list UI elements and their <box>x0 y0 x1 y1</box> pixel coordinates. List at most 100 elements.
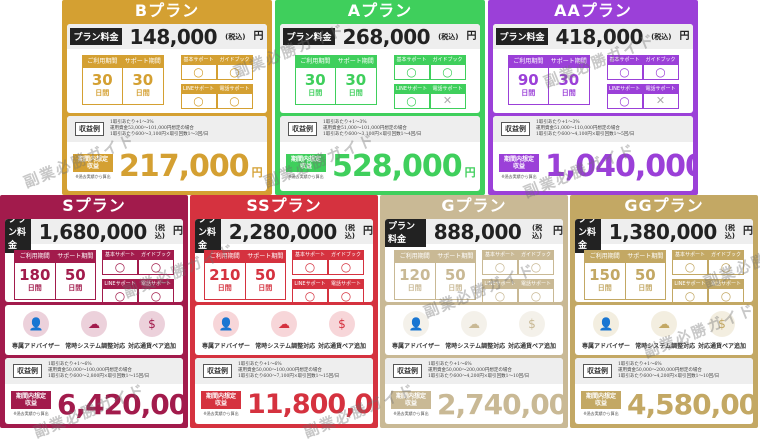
tax-label: (税込) <box>225 32 246 41</box>
plan-card[interactable]: Aプラン プラン料金 268,000 (税込) 円ご利用期間 30 日間 サポート期間 30 日間… <box>275 0 485 195</box>
plan-price: 418,000 <box>555 24 644 49</box>
period-value: 30 <box>91 71 113 89</box>
service-grid: 基本サポート ○ ガイドブック ○ LINEサポート ○ 電話サポート ○ <box>672 250 744 302</box>
period-value: 50 <box>254 266 276 284</box>
plan-card[interactable]: AAプラン プラン料金 418,000 (税込) 円ご利用期間 90 日間 サポート期間 30 日… <box>488 0 698 195</box>
period-column: ご利用期間 90 日間 <box>508 56 549 104</box>
features-row: 👤 専属アドバイザー ☁ 常時システム調整対応 $ 対応通貨ペア追加 <box>5 305 183 355</box>
unavailable-mark: ✕ <box>442 94 453 107</box>
period-table: ご利用期間 150 日間 サポート期間 50 日間 <box>584 250 666 300</box>
plan-price: 268,000 <box>342 24 431 49</box>
revenue-value: 2,740,000 <box>437 387 563 421</box>
service-label: ガイドブック <box>329 251 363 260</box>
period-unit: 日間 <box>95 89 110 97</box>
plan-title: SSプラン <box>246 196 322 215</box>
revenue-value: 1,040,000 <box>545 149 693 184</box>
period-service-row: ご利用期間 150 日間 サポート期間 50 日間 基本サポート ○ ガイドブック ○ LINEサポ… <box>575 244 753 302</box>
available-mark: ○ <box>619 94 630 108</box>
service-label: 基本サポート <box>607 56 642 65</box>
features-panel: 👤 専属アドバイザー ☁ 常時システム調整対応 $ 対応通貨ペア追加 <box>5 305 183 355</box>
plan-card[interactable]: GGプラン プラン料金 1,380,000 (税込) 円ご利用期間 150 日間 サポート期間… <box>570 195 758 428</box>
plan-price: 2,280,000 <box>228 219 338 244</box>
feature-label: 対応通貨ペア追加 <box>507 343 556 350</box>
available-mark: ○ <box>720 260 732 274</box>
period-column: サポート期間 50 日間 <box>245 251 285 299</box>
price-yen: 円 <box>253 30 264 42</box>
period-header: サポート期間 <box>55 251 95 263</box>
available-mark: ○ <box>684 289 696 302</box>
feature-item: ☁ 常時システム調整対応 <box>445 311 505 350</box>
example-label: 収益例 <box>75 122 104 136</box>
plan-card[interactable]: SSプラン プラン料金 2,280,000 (税込) 円ご利用期間 210 日間 サポート期間… <box>190 195 378 428</box>
service-label: ガイドブック <box>709 251 743 260</box>
available-mark: ○ <box>193 65 204 79</box>
tax-label: (税込) <box>344 223 355 240</box>
example-label: 収益例 <box>501 122 530 136</box>
period-service-row: ご利用期間 210 日間 サポート期間 50 日間 基本サポート ○ ガイドブック ○ LINEサポ… <box>195 244 373 302</box>
service-cell: ガイドブック ○ <box>518 250 554 275</box>
service-label: LINEサポート <box>293 280 327 289</box>
service-cell: 基本サポート ○ <box>393 55 430 80</box>
example-notes: 1取引あたり+1～6% 運用資金50,000～200,000円想定の場合 1取引あた… <box>618 362 719 380</box>
plan-details-panel: プラン料金 2,280,000 (税込) 円ご利用期間 210 日間 サポート期間 50 日間基… <box>195 219 373 302</box>
feature-item: ☁ 常時システム調整対応 <box>635 311 696 350</box>
price-yen: 円 <box>553 225 563 237</box>
period-unit: 日間 <box>68 284 83 292</box>
plan-title: AAプラン <box>554 1 632 20</box>
feature-item: ☁ 常時システム調整対応 <box>65 311 125 350</box>
revenue-row: 期間内想定収益 ※過去実績から算出 4,580,000円 <box>575 384 753 424</box>
service-cell: 基本サポート ○ <box>606 55 643 80</box>
example-notes: 1取引あたり+1～3% 運用資金53,000～101,000円想定の場合 1取引あた… <box>110 120 208 138</box>
period-unit: 日間 <box>597 284 612 292</box>
feature-item: 👤 専属アドバイザー <box>577 311 634 350</box>
plan-card[interactable]: Sプラン プラン料金 1,680,000 (税込) 円ご利用期間 180 日間 サポート期間 5… <box>0 195 188 428</box>
period-column: サポート期間 50 日間 <box>625 251 665 299</box>
example-notes: 1取引あたり+1～6% 運用資金50,000～100,000円想定の場合 1取引あた… <box>48 362 149 380</box>
note-line: 運用資金51,000～110,000円想定の場合 <box>536 126 620 131</box>
period-unit: 日間 <box>217 284 232 292</box>
service-cell: ガイドブック ○ <box>429 55 466 80</box>
period-value: 210 <box>209 266 241 284</box>
period-header: ご利用期間 <box>82 56 122 68</box>
available-mark: ○ <box>150 260 162 274</box>
revenue-amount: 11,800,000円 <box>247 389 373 420</box>
service-cell: LINEサポート ○ <box>672 279 708 302</box>
note-line: 1取引あたり600～4,200円×取引回数1～10回/日 <box>618 374 720 379</box>
advisor-icon: 👤 <box>403 311 429 337</box>
revenue-badge: 期間内想定収益 <box>201 391 241 409</box>
period-column: サポート期間 50 日間 <box>435 251 475 299</box>
period-column: ご利用期間 120 日間 <box>395 251 436 299</box>
period-column: サポート期間 50 日間 <box>55 251 95 299</box>
note-line: 1取引あたり600～7,100円×取引回数1～15回/日 <box>238 374 340 379</box>
available-mark: ○ <box>442 65 453 79</box>
period-unit: 日間 <box>638 284 653 292</box>
plan-price: 888,000 <box>433 219 522 244</box>
plan-card[interactable]: Gプラン プラン料金 888,000 (税込) 円ご利用期間 120 日間 サポート期間 50 日… <box>380 195 568 428</box>
period-value: 30 <box>345 71 367 89</box>
revenue-example-panel: 収益例 1取引あたり+1～3% 運用資金51,000～110,000円想定の場合 1取… <box>493 116 693 191</box>
revenue-badge: 期間内想定収益 <box>73 153 113 172</box>
revenue-row: 期間内想定収益 ※過去実績から算出 11,800,000円 <box>195 384 373 424</box>
service-cell: ガイドブック ○ <box>138 250 174 275</box>
revenue-yen: 円 <box>251 166 263 179</box>
plan-details-panel: プラン料金 148,000 (税込) 円ご利用期間 30 日間 サポート期間 30 日間 基本サポ… <box>67 24 267 113</box>
features-panel: 👤 専属アドバイザー ☁ 常時システム調整対応 $ 対応通貨ペア追加 <box>195 305 373 355</box>
service-grid: 基本サポート ○ ガイドブック ○ LINEサポート ○ 電話サポート ○ <box>102 250 174 302</box>
plan-price: 148,000 <box>129 24 218 49</box>
feature-label: 常時システム調整対応 <box>635 343 696 350</box>
example-header: 収益例 1取引あたり+1～6% 運用資金50,000～100,000円想定の場合 1取… <box>5 358 183 384</box>
service-grid: 基本サポート ○ ガイドブック ○ LINEサポート ○ 電話サポート ○ <box>482 250 554 302</box>
dollar-coin-icon: $ <box>329 311 355 337</box>
feature-label: 専属アドバイザー <box>391 343 440 350</box>
period-unit: 日間 <box>448 284 463 292</box>
plan-card[interactable]: Bプラン プラン料金 148,000 (税込) 円ご利用期間 30 日間 サポート期間 30 日間… <box>62 0 272 195</box>
tax-label: (税込) <box>651 32 672 41</box>
service-grid: 基本サポート ○ ガイドブック ○ LINEサポート ○ 電話サポート ○ <box>292 250 364 302</box>
feature-item: 👤 専属アドバイザー <box>7 311 64 350</box>
service-label: ガイドブック <box>430 56 465 65</box>
period-service-row: ご利用期間 30 日間 サポート期間 30 日間 基本サポート ○ ガイドブック ○ LINEサポー… <box>67 49 267 113</box>
period-column: ご利用期間 180 日間 <box>15 251 56 299</box>
price-label: プラン料金 <box>496 28 548 45</box>
service-cell: ガイドブック ○ <box>216 55 253 80</box>
service-label: ガイドブック <box>139 251 173 260</box>
